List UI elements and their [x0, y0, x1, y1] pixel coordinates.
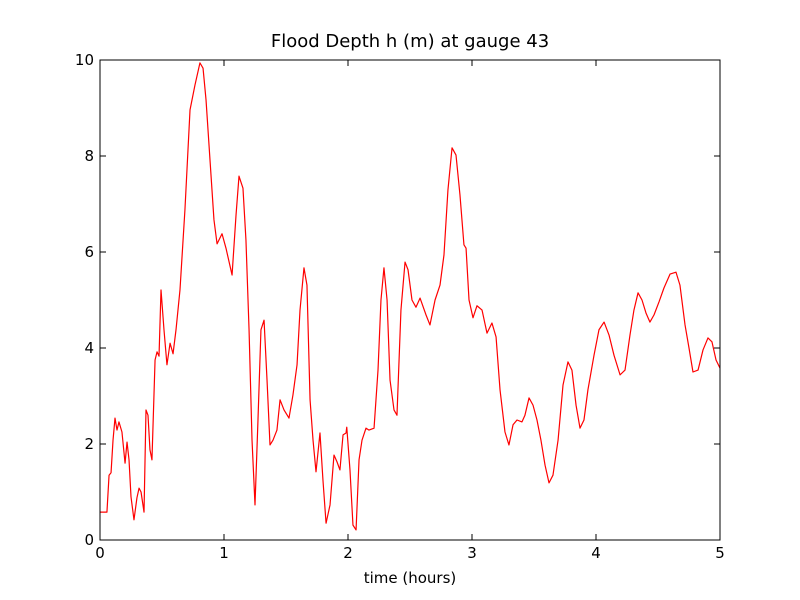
x-tick-label: 2: [343, 544, 353, 562]
y-tick-label: 8: [84, 147, 94, 165]
y-tick-label: 4: [84, 339, 94, 357]
y-tick-label: 0: [84, 531, 94, 549]
y-tick-label: 6: [84, 243, 94, 261]
x-tick-label: 0: [95, 544, 105, 562]
y-tick-label: 2: [84, 435, 94, 453]
y-tick-label: 10: [75, 51, 94, 69]
x-axis-label: time (hours): [364, 569, 457, 587]
chart-title: Flood Depth h (m) at gauge 43: [271, 31, 549, 52]
data-line: [100, 62, 721, 531]
x-tick-label: 1: [219, 544, 229, 562]
x-tick-label: 4: [591, 544, 601, 562]
x-tick-label: 5: [715, 544, 725, 562]
plot-frame: [99, 59, 721, 541]
x-tick-label: 3: [467, 544, 477, 562]
